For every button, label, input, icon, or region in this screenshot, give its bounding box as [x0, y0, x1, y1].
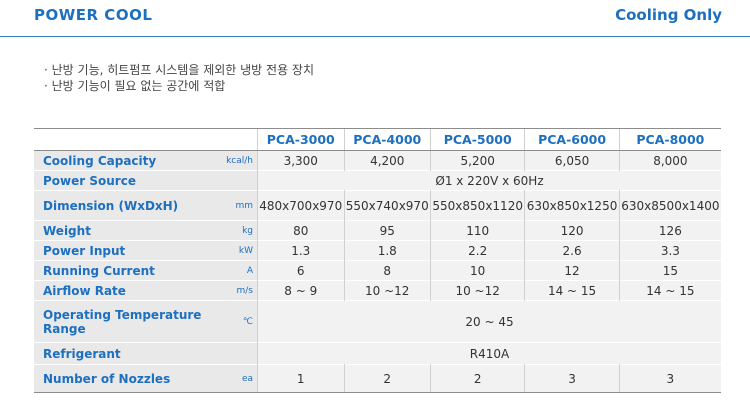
spec-label: Running Current	[34, 260, 215, 281]
spec-value: 2	[343, 364, 431, 393]
spec-row: Power Input kW 1.3 1.8 2.2 2.6 3.3	[34, 240, 721, 261]
spec-value: 110	[429, 220, 525, 241]
feature-item: 난방 기능이 필요 없는 공간에 적합	[44, 78, 314, 94]
spec-value: 5,200	[429, 150, 525, 171]
spec-value-merged: 20 ~ 45	[257, 300, 721, 343]
page-title: POWER COOL	[34, 6, 153, 24]
feature-item: 난방 기능, 히트펌프 시스템을 제외한 냉방 전용 장치	[44, 62, 314, 78]
spec-value: 1.8	[343, 240, 431, 261]
spec-value: 10	[429, 260, 525, 281]
spec-header-row: PCA-3000 PCA-4000 PCA-5000 PCA-6000 PCA-…	[34, 128, 721, 151]
spec-label: Cooling Capacity	[34, 150, 215, 171]
spec-unit: mm	[215, 190, 258, 221]
spec-row: Airflow Rate m/s 8 ~ 9 10 ~12 10 ~12 14 …	[34, 280, 721, 301]
page-subtitle: Cooling Only	[615, 6, 722, 24]
spec-value: 480x700x970	[257, 190, 344, 221]
spec-row: Refrigerant R410A	[34, 342, 721, 365]
spec-label: Power Input	[34, 240, 215, 261]
feature-list: 난방 기능, 히트펌프 시스템을 제외한 냉방 전용 장치 난방 기능이 필요 …	[44, 62, 314, 94]
model-header: PCA-5000	[429, 128, 525, 151]
model-header: PCA-6000	[524, 128, 620, 151]
spec-value: 2.6	[524, 240, 620, 261]
spec-row: Number of Nozzles ea 1 2 2 3 3	[34, 364, 721, 393]
spec-row: Power Source Ø1 x 220V x 60Hz	[34, 170, 721, 191]
spec-value: 2	[429, 364, 525, 393]
spec-label: Refrigerant	[34, 342, 215, 365]
spec-label: Operating Temperature Range	[34, 300, 215, 343]
spec-unit: kW	[215, 240, 258, 261]
spec-row: Operating Temperature Range ℃ 20 ~ 45	[34, 300, 721, 343]
spec-value: 3.3	[618, 240, 721, 261]
spec-value: 6	[257, 260, 344, 281]
spec-value: 1.3	[257, 240, 344, 261]
spec-value: 10 ~12	[343, 280, 431, 301]
spec-row: Running Current A 6 8 10 12 15	[34, 260, 721, 281]
spec-unit: ea	[215, 364, 258, 393]
spec-value: 3	[618, 364, 721, 393]
spec-value: 15	[618, 260, 721, 281]
spec-value: 14 ~ 15	[524, 280, 620, 301]
spec-label: Dimension (WxDxH)	[34, 190, 215, 221]
spec-value: 80	[257, 220, 344, 241]
spec-label: Power Source	[34, 170, 215, 191]
spec-value: 8	[343, 260, 431, 281]
spec-unit: A	[215, 260, 258, 281]
header-blank-cell	[34, 128, 258, 151]
spec-value: 630x850x1250	[524, 190, 620, 221]
spec-value: 550x850x1120	[429, 190, 525, 221]
spec-unit: kcal/h	[215, 150, 258, 171]
spec-unit: kg	[215, 220, 258, 241]
spec-value: 3	[524, 364, 620, 393]
spec-value: 14 ~ 15	[618, 280, 721, 301]
spec-value: 12	[524, 260, 620, 281]
model-header: PCA-8000	[618, 128, 721, 151]
model-header: PCA-3000	[257, 128, 344, 151]
spec-value-merged: Ø1 x 220V x 60Hz	[257, 170, 721, 191]
spec-value: 8,000	[618, 150, 721, 171]
spec-label: Number of Nozzles	[34, 364, 215, 393]
spec-value: 10 ~12	[429, 280, 525, 301]
spec-value: 120	[524, 220, 620, 241]
spec-unit: ℃	[215, 300, 258, 343]
spec-value: 2.2	[429, 240, 525, 261]
spec-table: PCA-3000 PCA-4000 PCA-5000 PCA-6000 PCA-…	[34, 128, 721, 393]
spec-unit	[215, 342, 258, 365]
spec-value: 95	[343, 220, 431, 241]
spec-unit: m/s	[215, 280, 258, 301]
spec-value: 6,050	[524, 150, 620, 171]
spec-value: 630x8500x1400	[618, 190, 721, 221]
spec-label: Weight	[34, 220, 215, 241]
spec-value-merged: R410A	[257, 342, 721, 365]
spec-label: Airflow Rate	[34, 280, 215, 301]
spec-unit	[215, 170, 258, 191]
spec-row: Dimension (WxDxH) mm 480x700x970 550x740…	[34, 190, 721, 221]
spec-row: Weight kg 80 95 110 120 126	[34, 220, 721, 241]
spec-value: 1	[257, 364, 344, 393]
spec-value: 550x740x970	[343, 190, 431, 221]
model-header: PCA-4000	[343, 128, 431, 151]
spec-value: 3,300	[257, 150, 344, 171]
spec-row: Cooling Capacity kcal/h 3,300 4,200 5,20…	[34, 150, 721, 171]
spec-value: 8 ~ 9	[257, 280, 344, 301]
spec-value: 126	[618, 220, 721, 241]
spec-value: 4,200	[343, 150, 431, 171]
page-header: POWER COOL Cooling Only	[0, 0, 750, 37]
